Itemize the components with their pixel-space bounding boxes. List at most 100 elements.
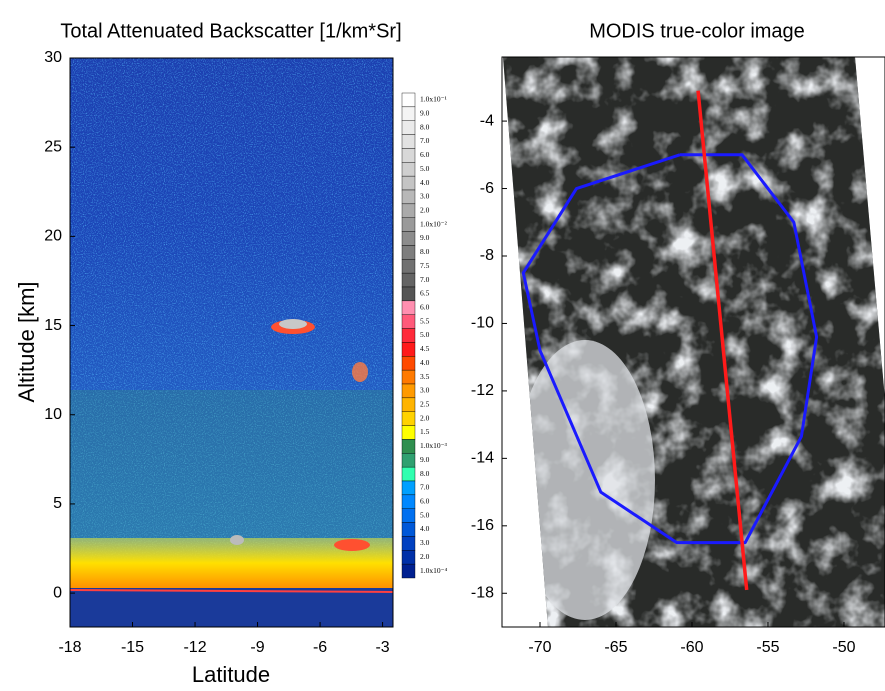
x-tick-label: -12 [183, 639, 206, 656]
y-tick-label: 15 [44, 317, 62, 334]
y-tick-label: 20 [44, 228, 62, 245]
x-tick-label: -65 [604, 639, 627, 656]
colorbar-label: 4.5 [420, 344, 430, 353]
y-tick-label: -8 [480, 247, 494, 264]
colorbar-label: 6.5 [420, 289, 430, 298]
colorbar-swatch [401, 189, 416, 205]
colorbar-swatch [401, 175, 416, 191]
study-area-outline [521, 153, 819, 545]
colorbar-swatch [401, 328, 416, 343]
colorbar-label: 5.5 [420, 316, 430, 325]
x-tick-label: -70 [528, 639, 551, 656]
y-tick-label: -4 [480, 112, 494, 129]
colorbar-label: 5.0 [420, 164, 430, 173]
y-tick-label: -6 [480, 180, 494, 197]
colorbar-label: 3.0 [420, 192, 430, 201]
colorbar-swatch [401, 522, 416, 537]
x-tick-label: -6 [313, 639, 327, 656]
colorbar-swatch [401, 259, 416, 274]
colorbar-swatch [401, 92, 416, 108]
colorbar-swatch [401, 300, 416, 315]
chart-title: MODIS true-color image [589, 20, 805, 42]
colorbar-label: 5.0 [420, 510, 430, 519]
colorbar-swatch [401, 563, 416, 579]
colorbar-label: 6.0 [420, 497, 430, 506]
colorbar-swatch [401, 342, 416, 357]
colorbar-swatch [401, 106, 416, 121]
colorbar-swatch [401, 314, 416, 329]
colorbar-label: 2.0 [420, 413, 430, 422]
colorbar-swatch [401, 453, 416, 468]
colorbar-label: 7.0 [420, 275, 430, 284]
colorbar-swatch [401, 508, 416, 523]
y-tick-label: 0 [53, 584, 62, 601]
axes-frame [501, 56, 885, 628]
colorbar-swatch [401, 356, 416, 371]
colorbar-swatch [401, 231, 416, 246]
y-tick-label: 30 [44, 49, 62, 66]
colorbar-label: 7.0 [420, 483, 430, 492]
y-tick-label: -18 [471, 584, 494, 601]
curtain-image [70, 58, 393, 627]
colorbar-label: 4.0 [420, 358, 430, 367]
colorbar-swatch [401, 134, 416, 149]
colorbar-swatch [401, 217, 416, 232]
colorbar-swatch [401, 536, 416, 551]
colorbar-label: 1.5 [420, 427, 430, 436]
colorbar-swatch [401, 162, 416, 177]
colorbar-swatch [401, 494, 416, 509]
colorbar-swatch [401, 480, 416, 496]
y-tick-label: 5 [53, 495, 62, 512]
colorbar-swatch [401, 411, 416, 426]
colorbar-swatch [401, 383, 416, 399]
y-tick-label: 25 [44, 138, 62, 155]
colorbar-label: 2.0 [420, 206, 430, 215]
x-tick-label: -15 [121, 639, 144, 656]
y-tick-label: -12 [471, 382, 494, 399]
colorbar-label: 2.5 [420, 400, 430, 409]
x-tick-label: -50 [832, 639, 855, 656]
colorbar-swatch [401, 203, 416, 218]
chart-title: Total Attenuated Backscatter [1/km*Sr] [60, 20, 401, 42]
y-tick-label: -10 [471, 315, 494, 332]
colorbar-label: 1.0x10⁻³ [420, 441, 448, 450]
axes-frame [69, 57, 394, 628]
colorbar-label: 3.5 [420, 372, 430, 381]
colorbar-label: 4.0 [420, 178, 430, 187]
colorbar-label: 5.0 [420, 330, 430, 339]
x-axis-label: Latitude [192, 662, 270, 686]
x-tick-label: -55 [756, 639, 779, 656]
colorbar-label: 9.0 [420, 109, 430, 118]
colorbar-label: 7.5 [420, 261, 430, 270]
colorbar-label: 4.0 [420, 524, 430, 533]
colorbar-swatch [401, 286, 416, 302]
colorbar-swatch [401, 148, 416, 163]
satellite-track [696, 90, 749, 591]
colorbar-swatch [401, 425, 416, 440]
y-tick-label: -16 [471, 517, 494, 534]
colorbar-swatch [401, 550, 416, 565]
colorbar-swatch [401, 272, 416, 288]
colorbar-label: 8.0 [420, 469, 430, 478]
colorbar-label: 9.0 [420, 233, 430, 242]
colorbar-label: 3.0 [420, 538, 430, 547]
colorbar-label: 1.0x10⁻⁴ [420, 566, 448, 575]
y-tick-label: 10 [44, 406, 62, 423]
colorbar-swatch [401, 466, 416, 482]
colorbar-label: 8.0 [420, 247, 430, 256]
colorbar-label: 2.0 [420, 552, 430, 561]
colorbar-label: 1.0x10⁻² [420, 219, 448, 228]
x-tick-label: -3 [375, 639, 389, 656]
colorbar-swatch [401, 245, 416, 260]
y-tick-label: -14 [471, 450, 494, 467]
x-tick-label: -18 [58, 639, 81, 656]
colorbar: 1.0x10⁻¹ 9.0 8.0 7.0 6.0 5.0 4.0 3.0 2.0 1.0x10⁻²… [401, 92, 448, 579]
colorbar-swatch [401, 439, 416, 454]
colorbar-label: 6.0 [420, 150, 430, 159]
colorbar-swatch [401, 120, 416, 135]
colorbar-swatch [401, 397, 416, 412]
colorbar-label: 1.0x10⁻¹ [420, 95, 447, 104]
colorbar-label: 9.0 [420, 455, 430, 464]
colorbar-label: 7.0 [420, 136, 430, 145]
